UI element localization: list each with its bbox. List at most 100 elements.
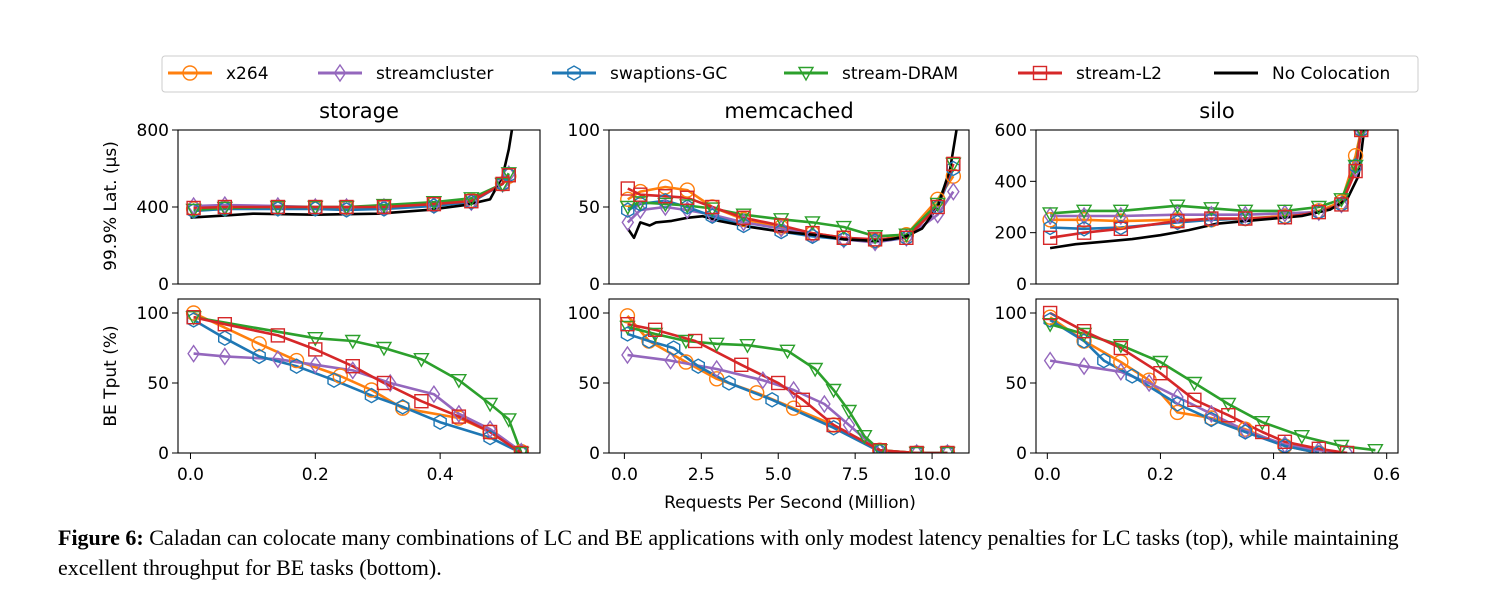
data-point-swaptions-gc [1170,396,1185,412]
series-line-swaptions-gc [192,318,522,453]
axes-frame [608,129,970,285]
data-point-stream-l2 [680,190,695,205]
data-point-stream-l2 [270,199,286,215]
data-point-streamcluster [787,380,800,400]
data-point-streamcluster [346,361,360,380]
plot-area [185,130,517,219]
data-point-stream-l2 [705,199,720,215]
data-point-stream-l2 [1277,210,1293,225]
series-line-no-colocation [626,130,958,243]
data-point-x264 [1347,147,1364,164]
data-point-streamcluster [1171,387,1184,407]
data-point-stream-l2 [1277,434,1293,449]
data-point-stream-l2 [482,424,498,440]
data-point-stream-l2 [771,375,786,391]
data-point-stream-l2 [451,409,467,424]
data-point-stream-dram [463,192,480,207]
y-tick-label: 0 [589,444,600,464]
axes-frame [177,298,541,454]
data-point-x264 [288,352,305,369]
data-point-stream-dram [908,446,925,453]
panel-3-throughput: 0 50 100 0.0 0.2 0.4 0.6 [995,298,1400,485]
y-tick-label: 0 [158,275,169,295]
series-line-stream-dram [627,163,955,238]
data-point-swaptions-gc [289,358,304,375]
y-tick-label: 200 [995,224,1027,244]
data-point-stream-l2 [1076,225,1092,240]
data-point-streamcluster [308,355,322,375]
x-tick-label: 0.0 [611,465,638,485]
data-point-stream-l2 [1334,197,1349,212]
panel-title: silo [1199,99,1234,123]
x-tick-label: 0.4 [427,465,454,485]
data-point-stream-l2 [339,199,354,215]
data-point-stream-l2 [501,168,516,183]
data-point-stream-dram [1041,207,1059,222]
data-point-streamcluster [187,344,200,363]
data-point-stream-dram [1169,199,1186,215]
data-point-swaptions-gc [722,375,736,391]
data-point-swaptions-gc [1238,424,1253,440]
data-point-stream-dram [677,334,695,350]
data-point-stream-l2 [1255,424,1270,440]
x-tick-label: 2.5 [688,465,715,485]
data-point-stream-l2 [345,359,360,374]
data-point-swaptions-gc [1077,220,1091,237]
data-point-stream-dram [779,344,796,360]
legend-item-streamcluster: streamcluster [318,63,493,84]
data-point-stream-dram [871,444,888,453]
legend-label: No Colocation [1272,64,1390,84]
caption-label: Figure 6: [58,525,144,550]
x-tick-label: 0.0 [1034,465,1061,485]
data-point-stream-dram [500,413,517,428]
data-point-stream-l2 [1076,324,1092,339]
legend-marker [797,66,815,82]
data-point-stream-dram [945,157,962,173]
x-tick-label: 0.4 [1260,465,1287,485]
data-point-streamcluster [868,233,882,252]
data-point-stream-l2 [867,232,883,247]
data-point-stream-dram [1347,159,1364,175]
data-point-x264 [619,308,636,324]
data-point-swaptions-gc [433,414,447,431]
data-point-stream-dram [481,397,499,413]
data-point-stream-dram [739,339,756,354]
data-point-swaptions-gc [327,372,341,389]
data-point-stream-l2 [1311,441,1327,453]
data-point-swaptions-gc [765,391,779,408]
data-point-stream-l2 [464,194,479,209]
data-point-streamcluster [910,443,924,453]
data-point-stream-l2 [270,328,286,343]
legend-label: x264 [226,64,269,84]
data-point-streamcluster [1312,202,1326,222]
x-tick-label: 0.2 [1147,465,1174,485]
series-line-stream-l2 [193,174,510,210]
data-point-streamcluster [710,359,724,379]
data-point-streamcluster [621,345,634,365]
data-point-stream-dram [1075,327,1093,343]
series-line-streamcluster [1049,359,1348,453]
data-point-stream-l2 [186,310,201,325]
axes-frame [177,129,541,285]
data-point-swaptions-gc [252,348,266,365]
data-point-stream-dram [1112,204,1130,220]
data-point-stream-l2 [805,225,820,241]
data-point-stream-dram [1356,130,1366,139]
y-tick-label: 50 [147,374,169,394]
y-tick-label: 100 [995,304,1027,324]
data-point-streamcluster [621,213,635,232]
data-point-stream-dram [500,167,517,182]
data-point-stream-dram [646,327,664,343]
data-point-stream-l2 [217,199,233,215]
data-point-stream-dram [835,220,852,236]
data-point-stream-dram [1152,355,1169,371]
data-point-stream-l2 [1348,163,1363,179]
data-point-stream-l2 [308,199,323,215]
y-tick-label: 0 [1016,275,1027,295]
plot-area [185,305,530,453]
data-point-streamcluster [664,351,677,370]
legend-marker [1032,65,1048,81]
caption-text: Caladan can colocate many combinations o… [58,525,1399,580]
data-point-streamcluster [271,349,285,369]
data-point-stream-dram [804,216,821,231]
